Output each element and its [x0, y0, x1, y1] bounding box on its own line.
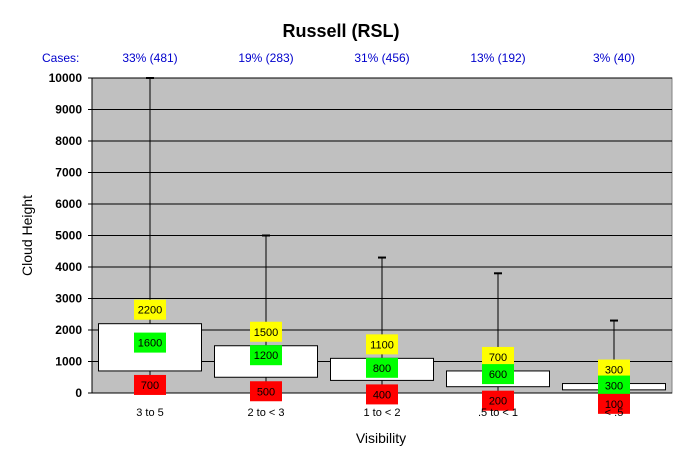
box-5: 300 300 100: [562, 319, 666, 414]
q1-label: 700: [141, 380, 159, 392]
q1-label: 400: [373, 389, 391, 401]
y-tick-label: 0: [75, 386, 82, 400]
x-tick-label: < .5: [605, 407, 624, 419]
y-tick-label: 4000: [55, 260, 82, 274]
box-2: 1500 1200 500: [214, 234, 318, 402]
iqr-box: [98, 323, 202, 372]
median-label-bg: [250, 345, 282, 366]
q1-label: 200: [489, 396, 507, 408]
q3-label-bg: [482, 346, 514, 367]
box-4: 700 600 200: [446, 272, 550, 411]
q1-label: 100: [605, 399, 623, 411]
box-series: 2200 1600 700 1500 1200 500 1100 800 400 700 600 20…: [98, 77, 666, 414]
q3-label-bg: [598, 359, 630, 380]
cases-value: 13% (192): [470, 51, 525, 65]
y-tick-label: 5000: [55, 229, 82, 243]
y-tick-label: 7000: [55, 166, 82, 180]
q3-label-bg: [134, 299, 166, 320]
q3-label: 700: [489, 352, 507, 364]
median-label-bg: [482, 364, 514, 385]
y-axis-ticks: 0 1000 2000 3000 4000 5000 6000 7000 8000 9000 100…: [49, 71, 93, 400]
median-label: 800: [373, 363, 391, 375]
q1-label: 500: [257, 386, 275, 398]
x-axis-label: Visibility: [356, 430, 406, 446]
median-label: 1600: [138, 338, 162, 350]
cases-value: 31% (456): [354, 51, 409, 65]
x-tick-label: .5 to < 1: [478, 407, 518, 419]
y-tick-label: 6000: [55, 197, 82, 211]
x-axis-ticks: 3 to 5 2 to < 3 1 to < 2 .5 to < 1 < .5: [136, 407, 623, 419]
x-tick-label: 2 to < 3: [247, 407, 284, 419]
q1-label-bg: [134, 374, 166, 395]
q3-label: 1500: [254, 327, 278, 339]
chart-title: Russell (RSL): [282, 21, 399, 41]
cases-row: 33% (481) 19% (283) 31% (456) 13% (192) 3% (…: [122, 51, 635, 65]
q1-label-bg: [598, 393, 630, 414]
cases-value: 33% (481): [122, 51, 177, 65]
y-tick-label: 3000: [55, 292, 82, 306]
q3-label: 2200: [138, 305, 162, 317]
y-tick-label: 8000: [55, 134, 82, 148]
y-tick-label: 10000: [49, 71, 83, 85]
cases-value: 19% (283): [238, 51, 293, 65]
x-tick-label: 3 to 5: [136, 407, 164, 419]
x-tick-label: 1 to < 2: [363, 407, 400, 419]
q3-label: 300: [605, 365, 623, 377]
median-label: 600: [489, 369, 507, 381]
q3-label-bg: [250, 321, 282, 342]
q3-label: 1100: [370, 339, 394, 351]
median-label-bg: [134, 332, 166, 353]
median-label-bg: [598, 375, 630, 396]
cases-value: 3% (40): [593, 51, 635, 65]
q1-label-bg: [250, 381, 282, 402]
y-tick-label: 2000: [55, 323, 82, 337]
q3-label-bg: [366, 334, 398, 355]
q1-label-bg: [366, 384, 398, 405]
median-label: 1200: [254, 350, 278, 362]
y-tick-label: 1000: [55, 355, 82, 369]
box-3: 1100 800 400: [330, 256, 434, 405]
q1-label-bg: [482, 390, 514, 411]
box-1: 2200 1600 700: [98, 77, 202, 395]
median-label: 300: [605, 381, 623, 393]
median-label-bg: [366, 357, 398, 378]
cases-label: Cases:: [42, 51, 79, 65]
y-axis-label: Cloud Height: [19, 195, 35, 276]
y-tick-label: 9000: [55, 103, 82, 117]
